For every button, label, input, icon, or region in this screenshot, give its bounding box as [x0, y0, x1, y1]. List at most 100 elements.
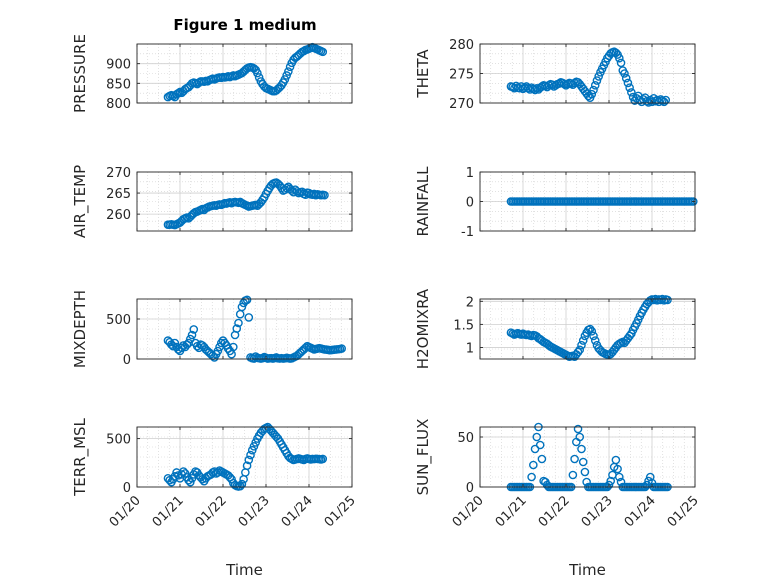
- data-point: [620, 69, 629, 78]
- data-point: [606, 476, 616, 486]
- data-point: [532, 432, 542, 442]
- y-axis-label: SUN_FLUX: [414, 419, 433, 496]
- data-point: [180, 469, 190, 478]
- data-point: [254, 73, 264, 82]
- data-point: [530, 85, 540, 95]
- data-point: [179, 341, 188, 350]
- data-points-terr_msl: [163, 422, 328, 491]
- data-point: [590, 81, 600, 90]
- y-axis-label: TERR_MSL: [71, 417, 90, 496]
- y-axis-label: THETA: [414, 49, 432, 99]
- data-point: [661, 95, 671, 105]
- y-axis-label: AIR_TEMP: [71, 165, 90, 238]
- data-point: [282, 71, 291, 80]
- axes-mixdepth: 0 500 MIXDEPTH: [71, 290, 353, 368]
- data-point: [616, 58, 626, 68]
- data-point: [189, 325, 199, 334]
- data-point: [580, 467, 590, 477]
- data-point: [320, 190, 329, 200]
- y-tick-label: 280: [449, 38, 474, 53]
- y-tick-label: 1: [466, 341, 474, 356]
- data-point: [532, 83, 542, 93]
- data-point: [170, 338, 180, 348]
- x-axis-label: Time: [568, 561, 606, 579]
- y-tick-label: 0: [466, 196, 474, 211]
- data-point: [577, 444, 586, 454]
- data-point: [246, 450, 255, 460]
- y-tick-label: 1.5: [453, 318, 474, 333]
- y-tick-label: 270: [449, 97, 474, 112]
- data-point: [587, 327, 597, 336]
- y-axis-label: RAINFALL: [414, 166, 432, 237]
- data-point: [645, 472, 655, 482]
- y-tick-label: 270: [106, 166, 131, 181]
- data-point: [613, 464, 622, 474]
- data-point: [237, 479, 247, 489]
- axes-pressure: 800 850 900 PRESSURE: [71, 34, 353, 113]
- data-point: [659, 97, 669, 107]
- data-point: [627, 88, 636, 97]
- data-point: [232, 324, 242, 333]
- data-point: [537, 454, 547, 464]
- data-point: [234, 318, 243, 328]
- y-tick-label: 50: [457, 431, 474, 446]
- data-point: [594, 72, 603, 81]
- data-point: [216, 338, 226, 348]
- axes-rainfall: -1 0 1 RAINFALL: [414, 166, 698, 240]
- data-point: [623, 78, 633, 88]
- x-axis-label: Time: [225, 561, 263, 579]
- data-points-air_temp: [163, 178, 329, 230]
- data-point: [587, 89, 597, 99]
- data-point: [535, 440, 545, 450]
- axes-box: [479, 426, 696, 488]
- data-point: [589, 85, 598, 95]
- data-point: [284, 67, 293, 76]
- data-point: [573, 424, 583, 434]
- y-tick-label: 265: [106, 187, 131, 202]
- data-point: [578, 336, 588, 345]
- data-point: [589, 331, 598, 341]
- y-axis-label: H2OMIXRA: [414, 288, 432, 369]
- data-points-mixdepth: [163, 295, 346, 363]
- data-point: [249, 442, 259, 451]
- data-points-theta: [506, 47, 671, 107]
- data-point: [187, 330, 197, 340]
- y-tick-label: 260: [106, 208, 131, 223]
- data-point: [242, 461, 252, 471]
- y-tick-label: 500: [106, 433, 131, 448]
- y-tick-label: 0: [123, 353, 131, 368]
- data-point: [173, 88, 183, 98]
- data-point: [251, 438, 260, 447]
- data-point: [527, 472, 536, 482]
- data-point: [242, 295, 252, 305]
- y-tick-label: 2: [466, 295, 474, 310]
- data-point: [570, 78, 579, 88]
- data-point: [282, 183, 291, 193]
- data-points-rainfall: [506, 197, 698, 206]
- data-point: [280, 75, 290, 84]
- data-point: [590, 336, 600, 345]
- data-point: [253, 68, 262, 78]
- data-point: [285, 62, 295, 72]
- axes-box: [136, 171, 353, 232]
- data-point: [592, 76, 602, 85]
- y-tick-label: 0: [123, 481, 131, 496]
- data-point: [575, 345, 585, 355]
- axes-box: [136, 43, 353, 104]
- data-points-h2omixra: [506, 294, 672, 361]
- data-point: [658, 96, 667, 105]
- axes-box: [136, 298, 353, 360]
- data-point: [577, 340, 586, 350]
- data-point: [621, 73, 631, 83]
- data-point: [604, 480, 614, 490]
- y-axis-label: PRESSURE: [71, 34, 89, 113]
- y-tick-label: 800: [106, 97, 131, 112]
- data-point: [575, 432, 585, 442]
- axes-air_temp: 260 265 270 AIR_TEMP: [71, 165, 353, 238]
- data-point: [663, 295, 672, 305]
- data-point: [625, 83, 634, 92]
- data-point: [237, 302, 247, 312]
- y-tick-label: 900: [106, 58, 131, 73]
- data-point: [568, 470, 578, 480]
- data-point: [688, 197, 698, 206]
